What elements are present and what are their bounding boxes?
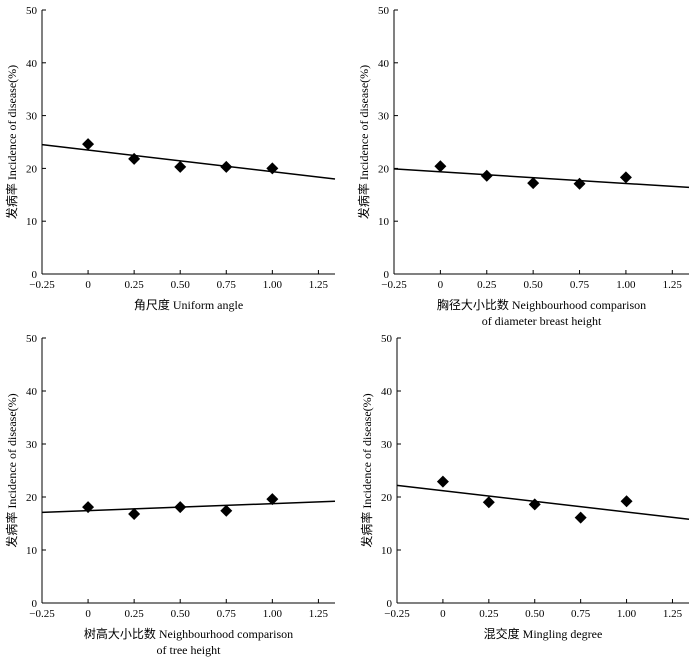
x-tick-label: 1.25: [309, 279, 329, 291]
data-point: [266, 493, 279, 506]
y-tick-label: 30: [26, 111, 38, 123]
trend-line: [396, 484, 690, 521]
x-tick-label: −0.25: [29, 608, 55, 620]
y-tick-label: 20: [381, 492, 393, 504]
y-tick-label: 10: [381, 545, 393, 557]
x-tick-label: 1.25: [663, 608, 683, 620]
x-tick-label: 0.25: [479, 608, 499, 620]
y-tick-label: 30: [378, 111, 390, 123]
data-point: [527, 177, 540, 190]
y-tick-label: 0: [32, 269, 38, 281]
data-point: [574, 511, 587, 524]
trend-line: [41, 500, 336, 514]
data-point: [619, 171, 632, 184]
x-tick-label: 1.00: [263, 608, 283, 620]
data-point: [266, 162, 279, 175]
data-point: [436, 475, 449, 488]
data-point: [220, 504, 233, 517]
y-tick-label: 40: [26, 58, 38, 70]
x-tick-label: −0.25: [384, 608, 410, 620]
y-tick-label: 0: [387, 598, 393, 610]
x-tick-label: 0: [85, 608, 91, 620]
x-axis-label: 角尺度 Uniform angle: [134, 297, 243, 312]
x-tick-label: 0.50: [525, 608, 545, 620]
data-point: [573, 177, 586, 190]
x-tick-label: 0.75: [217, 279, 237, 291]
x-axis-label-line2: of tree height: [157, 643, 222, 657]
x-tick-label: 0.25: [477, 279, 497, 291]
x-tick-label: 1.25: [663, 279, 683, 291]
trend-line: [41, 143, 336, 180]
x-tick-label: −0.25: [381, 279, 407, 291]
x-tick-label: 0.75: [570, 279, 590, 291]
x-tick-label: 1.00: [617, 608, 637, 620]
y-tick-label: 50: [26, 333, 38, 345]
x-tick-label: 0.50: [524, 279, 544, 291]
y-tick-label: 40: [26, 386, 38, 398]
data-point: [174, 501, 187, 514]
y-tick-label: 0: [384, 269, 390, 281]
x-axis-label: 混交度 Mingling degree: [484, 626, 603, 641]
data-point: [128, 152, 141, 165]
x-axis-label-line2: of diameter breast height: [482, 314, 602, 328]
y-tick-label: 20: [378, 163, 390, 175]
y-axis-label: 发病率 Incidence of disease(%): [4, 65, 19, 219]
x-tick-label: 1.25: [309, 608, 329, 620]
x-tick-label: 1.00: [263, 279, 283, 291]
x-tick-label: 0.50: [171, 279, 191, 291]
y-axis-label: 发病率 Incidence of disease(%): [359, 393, 374, 547]
data-point: [128, 507, 141, 520]
x-tick-label: 0.50: [171, 608, 191, 620]
y-tick-label: 20: [26, 492, 38, 504]
x-tick-label: 0.25: [125, 608, 145, 620]
x-tick-label: 0: [438, 279, 444, 291]
y-tick-label: 40: [381, 386, 393, 398]
y-tick-label: 30: [26, 439, 38, 451]
data-point: [528, 498, 541, 511]
y-tick-label: 10: [26, 216, 38, 228]
x-tick-label: 0.75: [217, 608, 237, 620]
data-point: [220, 160, 233, 173]
y-tick-label: 0: [32, 598, 38, 610]
x-axis-label: 胸径大小比数 Neighbourhood comparison: [437, 297, 646, 312]
data-point: [82, 501, 95, 514]
data-point: [434, 160, 447, 173]
data-point: [174, 160, 187, 173]
x-axis-label: 树高大小比数 Neighbourhood comparison: [84, 626, 293, 641]
y-tick-label: 50: [381, 333, 393, 345]
x-tick-label: 1.00: [616, 279, 636, 291]
trend-line: [393, 168, 690, 189]
y-axis-label: 发病率 Incidence of disease(%): [356, 65, 371, 219]
x-tick-label: 0: [440, 608, 446, 620]
y-tick-label: 20: [26, 163, 38, 175]
data-point: [82, 138, 95, 151]
data-point: [480, 169, 493, 182]
x-tick-label: 0.25: [125, 279, 145, 291]
y-tick-label: 40: [378, 58, 390, 70]
data-point: [620, 495, 633, 508]
x-tick-label: 0: [85, 279, 91, 291]
x-tick-label: 0.75: [571, 608, 591, 620]
y-tick-label: 10: [26, 545, 38, 557]
data-point: [482, 496, 495, 509]
x-tick-label: −0.25: [29, 279, 55, 291]
y-tick-label: 30: [381, 439, 393, 451]
y-axis-label: 发病率 Incidence of disease(%): [4, 393, 19, 547]
y-tick-label: 10: [378, 216, 390, 228]
y-tick-label: 50: [26, 5, 38, 17]
y-tick-label: 50: [378, 5, 390, 17]
